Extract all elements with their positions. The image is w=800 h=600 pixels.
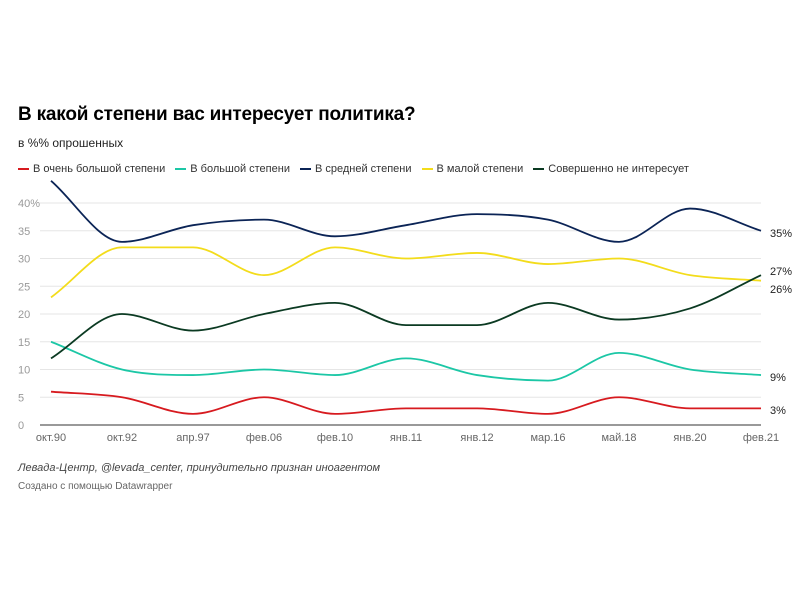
x-tick-label: янв.11 bbox=[390, 432, 422, 444]
x-tick-label: фев.10 bbox=[317, 432, 353, 444]
legend-swatch bbox=[421, 168, 433, 170]
x-tick-label: май.18 bbox=[601, 432, 636, 444]
legend-label: В малой степени bbox=[436, 163, 524, 175]
series-line bbox=[50, 246, 762, 299]
y-tick-label: 40% bbox=[18, 198, 40, 210]
legend-label: Совершенно не интересует bbox=[548, 163, 689, 175]
legend: В очень большой степени В большой степен… bbox=[18, 163, 689, 175]
y-tick-label: 35 bbox=[18, 226, 30, 238]
y-tick-label: 0 bbox=[18, 420, 24, 432]
legend-item: В большой степени bbox=[175, 163, 290, 175]
legend-label: В средней степени bbox=[314, 163, 412, 175]
chart-subtitle: в %% опрошенных bbox=[18, 136, 124, 150]
legend-item: В малой степени bbox=[421, 163, 524, 175]
end-label: 26% bbox=[770, 284, 792, 296]
legend-swatch bbox=[533, 168, 545, 170]
legend-swatch bbox=[175, 168, 187, 170]
series-line bbox=[50, 340, 762, 382]
x-tick-label: мар.16 bbox=[530, 432, 565, 444]
y-tick-label: 25 bbox=[18, 281, 30, 293]
credit-note: Создано с помощью Datawrapper bbox=[18, 481, 173, 492]
legend-item: В очень большой степени bbox=[18, 163, 165, 175]
end-label: 9% bbox=[770, 372, 786, 384]
legend-swatch bbox=[18, 168, 29, 170]
end-label: 3% bbox=[770, 405, 786, 417]
y-tick-label: 15 bbox=[18, 337, 30, 349]
x-tick-label: янв.20 bbox=[673, 432, 706, 444]
legend-item: Совершенно не интересует bbox=[533, 163, 689, 175]
y-tick-label: 10 bbox=[18, 365, 30, 377]
x-tick-label: янв.12 bbox=[460, 432, 493, 444]
x-tick-label: окт.90 bbox=[36, 432, 66, 444]
x-tick-label: апр.97 bbox=[176, 432, 209, 444]
series-line bbox=[50, 180, 762, 243]
x-tick-label: окт.92 bbox=[107, 432, 137, 444]
end-label: 35% bbox=[770, 228, 792, 240]
x-tick-label: фев.21 bbox=[743, 432, 779, 444]
legend-label: В очень большой степени bbox=[33, 163, 166, 175]
y-tick-label: 30 bbox=[18, 254, 30, 266]
y-tick-label: 20 bbox=[18, 309, 30, 321]
legend-item: В средней степени bbox=[299, 163, 412, 175]
chart-title: В какой степени вас интересует политика? bbox=[18, 104, 416, 125]
end-label: 27% bbox=[770, 266, 792, 278]
legend-swatch bbox=[299, 168, 311, 170]
y-tick-label: 5 bbox=[18, 392, 24, 404]
source-note: Левада-Центр, @levada_center, принудител… bbox=[18, 462, 381, 474]
legend-label: В большой степени bbox=[190, 163, 290, 175]
series-line bbox=[50, 274, 762, 360]
series-line bbox=[50, 390, 761, 415]
x-tick-label: фев.06 bbox=[246, 432, 282, 444]
